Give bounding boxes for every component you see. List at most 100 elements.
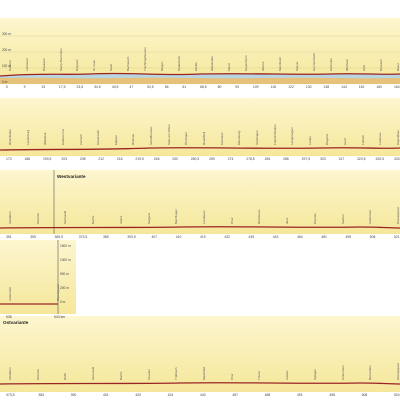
place-label: Sedrun bbox=[340, 214, 345, 224]
place-label: Lindau bbox=[307, 135, 312, 145]
km-label: 303 bbox=[320, 157, 326, 161]
place-label: Kehl bbox=[362, 64, 367, 71]
axis-label: 200 m bbox=[2, 48, 11, 52]
km-label: 355 bbox=[30, 235, 36, 239]
km-label: 68,5 bbox=[200, 85, 207, 89]
km-label: 457 bbox=[232, 393, 238, 397]
place-label: Lahnstein bbox=[24, 57, 29, 71]
km-label: 325,5 bbox=[375, 157, 385, 161]
variant-title-west: Westvariante bbox=[57, 174, 86, 179]
variant-title-east: Ostvariante bbox=[3, 320, 29, 325]
km-label: 401 bbox=[103, 393, 109, 397]
km-label: 152 bbox=[358, 85, 365, 89]
elevation-profile-section-2 bbox=[0, 98, 400, 156]
place-label: Bernardino bbox=[368, 365, 373, 380]
km-label: 407 bbox=[151, 235, 158, 239]
place-label: Andermatt bbox=[8, 287, 12, 301]
place-label: Mannheim bbox=[277, 56, 282, 71]
km-label: 543 km bbox=[54, 315, 66, 319]
place-label: Andermatt bbox=[368, 210, 373, 224]
place-label: Germersheim bbox=[311, 52, 316, 71]
km-label: 9 bbox=[23, 85, 26, 89]
place-label: Andeer bbox=[285, 370, 290, 380]
elevation-profile-section-4: 1500 m 1000 m 500 m 200 m 0 m bbox=[0, 240, 76, 314]
km-label: 284 bbox=[264, 157, 271, 161]
km-label: 410 bbox=[175, 235, 182, 239]
km-label: 246 bbox=[153, 157, 160, 161]
km-label: 419 bbox=[200, 235, 206, 239]
place-label: Diepoldsau bbox=[396, 129, 400, 145]
place-label: Laufenburg bbox=[25, 129, 30, 145]
km-label: 440 bbox=[200, 393, 206, 397]
place-label: Landquart bbox=[202, 210, 206, 224]
place-label: Lustenau bbox=[378, 132, 383, 145]
place-label: Chur bbox=[229, 217, 234, 224]
km-label: 190,5 bbox=[42, 157, 52, 161]
km-label: 498 bbox=[329, 393, 335, 397]
place-label: Basel bbox=[396, 63, 400, 71]
place-label: Worms bbox=[261, 61, 266, 71]
place-label: Radolfzell bbox=[202, 131, 206, 145]
place-label: Hard bbox=[343, 138, 348, 145]
km-label: 130 bbox=[305, 85, 312, 89]
profile-graphic bbox=[0, 382, 400, 385]
km-label: 432 bbox=[224, 235, 230, 239]
profile-graphic bbox=[0, 147, 400, 151]
place-label: Buchs bbox=[91, 215, 96, 224]
km-label: 0 bbox=[6, 85, 8, 89]
place-label: Hinterrhein bbox=[340, 365, 345, 380]
km-label: 118 bbox=[270, 85, 276, 89]
place-label: Eltville bbox=[193, 62, 198, 71]
place-label: Thusis bbox=[257, 371, 262, 380]
km-label: 481 bbox=[321, 235, 327, 239]
km-label: 524 bbox=[394, 393, 400, 397]
place-label: Rheinau bbox=[131, 133, 136, 145]
place-label: Koblenz CH bbox=[60, 128, 65, 145]
place-label: Kaiserstuhl bbox=[96, 130, 101, 145]
place-label: Breisach bbox=[379, 59, 384, 71]
axis-label: 100 m bbox=[2, 64, 11, 68]
km-label: 333 bbox=[394, 157, 400, 161]
km-label: 40,5 bbox=[111, 85, 119, 89]
place-label: Wiesbaden bbox=[210, 55, 215, 71]
km-label: 373,5 bbox=[78, 235, 88, 239]
place-label: Zurzach bbox=[78, 134, 83, 145]
profile-graphic bbox=[0, 170, 400, 234]
km-label: 373,5 bbox=[6, 393, 15, 397]
km-label: 122 bbox=[288, 85, 294, 89]
profile-graphic bbox=[0, 240, 59, 314]
km-label: 439 bbox=[248, 235, 255, 239]
place-label: Öhningen bbox=[184, 131, 189, 145]
place-label: Meersburg bbox=[237, 130, 242, 145]
km-label: 508 bbox=[369, 235, 376, 239]
place-label: Trechtingshausen bbox=[142, 47, 147, 71]
place-label: Fußach bbox=[360, 134, 365, 145]
km-label: 508 bbox=[361, 393, 368, 397]
km-label: 420 bbox=[135, 393, 141, 397]
place-label: Splügen bbox=[312, 368, 317, 380]
km-label: 203 bbox=[61, 157, 68, 161]
km-label: 250 bbox=[172, 157, 178, 161]
km-label: 93 bbox=[235, 85, 240, 89]
axis-label: 0 m bbox=[60, 300, 66, 304]
place-label: Koblenz bbox=[8, 60, 12, 71]
km-label: 47 bbox=[129, 85, 134, 89]
km-label: 521 bbox=[394, 235, 400, 239]
place-label: Sevelen bbox=[146, 369, 151, 380]
place-label: Eglisau bbox=[113, 135, 118, 145]
km-label: 383 bbox=[38, 393, 44, 397]
axis-label: 1000 m bbox=[60, 258, 71, 262]
km-label: 390 bbox=[70, 393, 77, 397]
km-label: 499 bbox=[345, 235, 352, 239]
place-label: Chur bbox=[229, 373, 234, 380]
km-label: 468 bbox=[264, 393, 271, 397]
place-label: Ilanz bbox=[285, 217, 290, 224]
place-label: St. Goar bbox=[92, 59, 97, 71]
km-label: 212 bbox=[98, 157, 105, 161]
km-label: 109 bbox=[252, 85, 259, 89]
place-label: Bad Ragaz bbox=[174, 209, 179, 224]
place-label: Rheinfelden bbox=[8, 128, 12, 145]
axis-label: 500 m bbox=[60, 272, 69, 276]
km-label: 385 bbox=[103, 235, 109, 239]
place-label: Trübbach bbox=[174, 367, 179, 380]
